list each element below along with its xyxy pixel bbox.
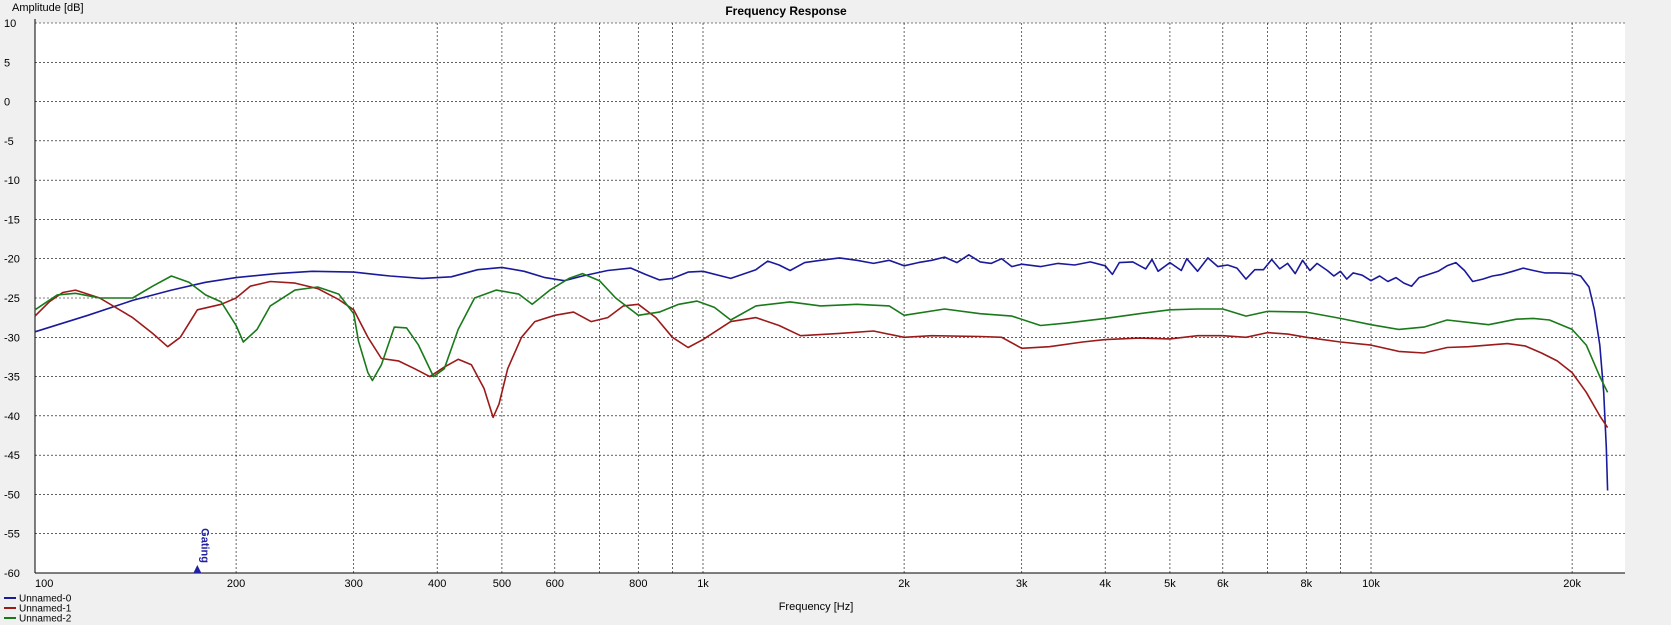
series-line-unnamed-0	[34, 254, 1609, 491]
x-tick-labels: 100 200 300 400 500 600 800 1k 2k 3k 4k 5k 6k 8k 10k 20…	[35, 578, 1581, 590]
gating-marker: Gating	[193, 528, 210, 573]
x-tick-label: 6k	[1217, 578, 1229, 590]
legend-entry: Unnamed-1	[19, 604, 72, 615]
y-tick-label: 0	[4, 97, 10, 109]
y-tick-label: -60	[4, 568, 20, 580]
x-tick-label: 10k	[1362, 578, 1380, 590]
x-tick-label: 8k	[1300, 578, 1312, 590]
y-axis-label: Amplitude [dB]	[12, 2, 84, 14]
series-lines	[34, 254, 1609, 491]
x-axis-label: Frequency [Hz]	[779, 601, 854, 613]
y-tick-label: -25	[4, 293, 20, 305]
y-tick-label: -45	[4, 450, 20, 462]
y-tick-label: -15	[4, 214, 20, 226]
y-tick-label: -5	[4, 136, 14, 148]
y-tick-label: -10	[4, 175, 20, 187]
y-tick-label: -40	[4, 411, 20, 423]
legend-entry: Unnamed-0	[19, 594, 72, 605]
y-tick-labels: 10 5 0 -5 -10 -15 -20 -25 -30 -35 -40 -45 -50 -55 -60	[4, 18, 20, 580]
y-tick-label: -30	[4, 332, 20, 344]
y-tick-label: 10	[4, 18, 16, 30]
x-tick-label: 800	[629, 578, 647, 590]
legend-entry: Unnamed-2	[19, 614, 72, 625]
x-tick-label: 500	[493, 578, 511, 590]
y-tick-label: -35	[4, 372, 20, 384]
gating-arrow	[193, 565, 202, 573]
plot-area	[35, 23, 1625, 573]
x-tick-label: 300	[345, 578, 363, 590]
y-tick-label: -50	[4, 489, 20, 501]
x-tick-label: 20k	[1563, 578, 1581, 590]
x-tick-label: 1k	[697, 578, 709, 590]
x-tick-label: 2k	[898, 578, 910, 590]
y-tick-label: -20	[4, 254, 20, 266]
x-tick-label: 400	[428, 578, 446, 590]
x-tick-label: 600	[546, 578, 564, 590]
x-tick-label: 100	[35, 578, 53, 590]
x-tick-label: 3k	[1016, 578, 1028, 590]
chart-title: Frequency Response	[725, 4, 847, 18]
x-tick-label: 5k	[1164, 578, 1176, 590]
axes	[34, 19, 1625, 574]
y-tick-label: -55	[4, 529, 20, 541]
y-tick-label: 5	[4, 57, 10, 69]
series-line-unnamed-2	[34, 272, 1609, 393]
gating-label: Gating	[198, 528, 210, 563]
x-tick-label: 200	[227, 578, 245, 590]
x-tick-label: 4k	[1099, 578, 1111, 590]
series-line-unnamed-1	[34, 280, 1609, 429]
